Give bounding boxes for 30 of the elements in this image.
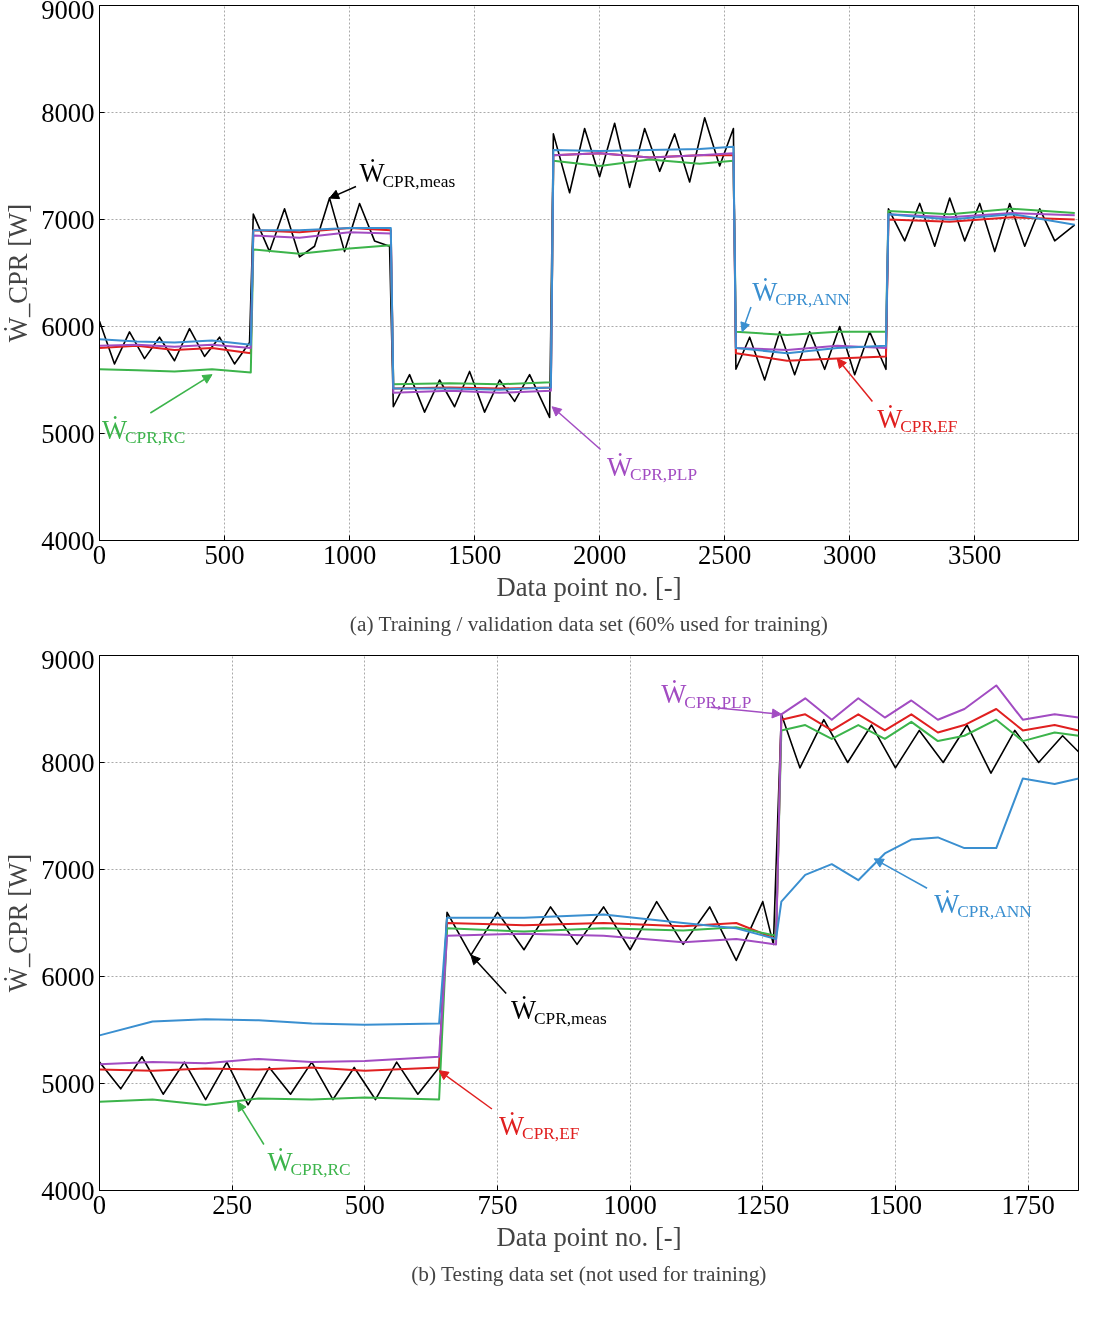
y-tick-label: 7000 [41,854,95,885]
x-tick-label: 2000 [572,539,627,570]
y-tick-label: 8000 [41,747,95,778]
y-tick-label: 5000 [41,1068,95,1099]
y-axis-title: Ẇ_CPR [W] [3,203,34,343]
y-tick-label: 9000 [41,644,95,675]
x-tick-label: 500 [344,1189,385,1220]
y-tick-label: 8000 [41,97,95,128]
x-tick-label: 1000 [603,1189,657,1220]
text: (b) Testing data set (not used for training) [411,1261,767,1286]
y-tick-label: 5000 [41,418,95,449]
x-tick-label: 500 [204,539,245,570]
x-axis-title: Data point no. [-] [496,571,682,602]
x-tick-label: 1250 [736,1189,790,1220]
x-tick-label: 250 [212,1189,253,1220]
x-tick-label: 1000 [322,539,377,570]
y-tick-label: 7000 [41,204,95,235]
x-tick-label: 750 [477,1189,518,1220]
text: (a) Training / validation data set (60% used for training) [349,611,828,636]
x-tick-label: 1500 [868,1189,923,1220]
y-axis-title: Ẇ_CPR [W] [3,853,34,993]
x-tick-label: 1750 [1001,1189,1055,1220]
x-tick-label: 1500 [447,539,502,570]
y-tick-label: 6000 [41,961,95,992]
x-tick-label: 3500 [948,539,1002,570]
x-tick-label: 3000 [823,539,877,570]
x-tick-label: 2500 [698,539,752,570]
y-tick-label: 9000 [41,0,95,25]
y-tick-label: 6000 [41,311,95,342]
x-axis-title: Data point no. [-] [496,1221,682,1252]
